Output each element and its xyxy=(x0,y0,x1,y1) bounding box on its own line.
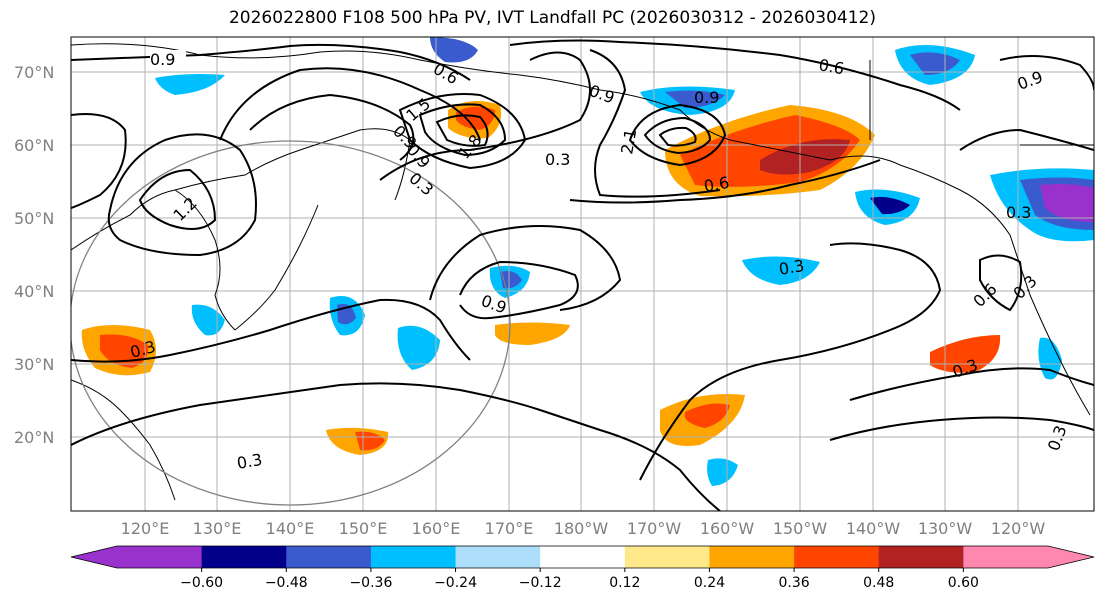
lat-label-60n: 60°N xyxy=(14,136,54,155)
shading-negative-arctic xyxy=(430,37,478,63)
colorbar: −0.60 −0.48 −0.36 −0.24 −0.12 0.12 0.24 0.36 0.4… xyxy=(70,545,1095,591)
lon-label: 130°W xyxy=(918,519,973,538)
colorbar-tick-label: 0.12 xyxy=(609,575,640,591)
colorbar-segments xyxy=(117,546,1049,568)
colorbar-tick-label: −0.24 xyxy=(434,575,477,591)
colorbar-band xyxy=(794,546,880,568)
graticule xyxy=(71,37,1094,511)
shading-negative-alaska-north-core xyxy=(910,52,960,75)
colorbar-band xyxy=(201,546,287,568)
contour-label: 0.3 xyxy=(777,256,805,279)
lat-label-40n: 40°N xyxy=(14,282,54,301)
colorbar-extend-high xyxy=(1048,546,1094,568)
colorbar-band xyxy=(540,546,626,568)
colorbar-tick-label: −0.48 xyxy=(265,575,308,591)
colorbar-tick-label: −0.12 xyxy=(519,575,562,591)
pv-contours xyxy=(71,39,1094,511)
map-title: 2026022800 F108 500 hPa PV, IVT Landfall… xyxy=(228,8,876,28)
lon-label: 150°W xyxy=(773,519,828,538)
shading-negative-mid2 xyxy=(397,325,440,370)
contour-label: 2.1 xyxy=(617,127,640,155)
coastlines xyxy=(71,43,1094,501)
latitude-labels: 70°N 60°N 50°N 40°N 30°N 20°N xyxy=(14,63,54,447)
colorbar-tick-label: 0.60 xyxy=(948,575,979,591)
lon-label: 140°E xyxy=(266,519,315,538)
shaded-field xyxy=(81,37,1094,486)
map-panel xyxy=(70,36,1095,512)
lon-label: 150°E xyxy=(339,519,388,538)
contour-label: 0.9 xyxy=(694,88,719,107)
contour-label: 0.6 xyxy=(817,55,845,78)
contour-label: 0.9 xyxy=(150,50,175,69)
lon-label: 130°E xyxy=(193,519,242,538)
contour-label: 0.6 xyxy=(702,173,730,196)
lon-label: 140°W xyxy=(846,519,901,538)
lon-label: 170°W xyxy=(627,519,682,538)
range-circle xyxy=(71,140,511,506)
colorbar-tick-label: −0.60 xyxy=(180,575,223,591)
lon-label: 170°E xyxy=(485,519,534,538)
lat-label-20n: 20°N xyxy=(14,428,54,447)
contour-label: 0.3 xyxy=(545,150,570,169)
shading-positive-ne-pacific xyxy=(930,335,1001,373)
shading-positive-subtropical-core xyxy=(685,403,730,428)
colorbar-band xyxy=(963,546,1049,568)
lon-label: 180°W xyxy=(554,519,609,538)
lat-label-70n: 70°N xyxy=(14,63,54,82)
lon-label: 160°W xyxy=(700,519,755,538)
lon-label: 120°E xyxy=(121,519,170,538)
contour-label: 0.3 xyxy=(1006,203,1031,222)
colorbar-tick-label: 0.36 xyxy=(779,575,810,591)
colorbar-band xyxy=(370,546,457,568)
shading-negative-alaska-west xyxy=(155,74,225,95)
shading-negative-gulf-core xyxy=(870,196,910,215)
colorbar-band xyxy=(709,546,795,568)
colorbar-band xyxy=(878,546,964,568)
colorbar-band xyxy=(286,546,372,568)
colorbar-tick-label: 0.24 xyxy=(694,575,725,591)
lat-label-30n: 30°N xyxy=(14,355,54,374)
contour-label: 0.3 xyxy=(235,450,263,473)
shading-positive-mid xyxy=(495,322,570,345)
shading-negative-canada-core xyxy=(1040,184,1094,222)
lon-label: 120°W xyxy=(991,519,1046,538)
colorbar-band xyxy=(624,546,710,568)
longitude-labels: 120°E 130°E 140°E 150°E 160°E 170°E 180°… xyxy=(121,519,1046,538)
colorbar-tick-label: 0.48 xyxy=(863,575,894,591)
colorbar-ticks: −0.60 −0.48 −0.36 −0.24 −0.12 0.12 0.24 0.36 0.4… xyxy=(180,568,979,591)
lat-label-50n: 50°N xyxy=(14,209,54,228)
shading-negative-south xyxy=(707,458,738,486)
colorbar-tick-label: −0.36 xyxy=(349,575,392,591)
colorbar-extend-low xyxy=(71,546,117,568)
colorbar-band xyxy=(455,546,541,568)
shading-negative-bering-north-core xyxy=(665,90,725,108)
lon-label: 160°E xyxy=(412,519,461,538)
colorbar-band xyxy=(117,546,203,568)
shading-positive-gulf-alaska-core xyxy=(760,139,850,175)
